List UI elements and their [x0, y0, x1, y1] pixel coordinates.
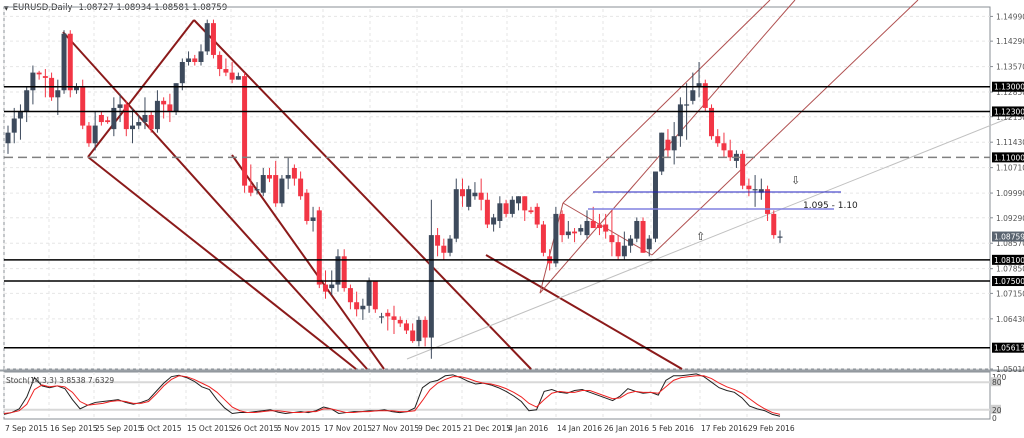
drawing-objects[interactable] — [62, 0, 1015, 370]
collapse-triangle-icon[interactable]: ▼ — [4, 5, 9, 12]
svg-text:1.09990: 1.09990 — [996, 189, 1024, 198]
svg-text:1.10710: 1.10710 — [996, 164, 1024, 173]
svg-text:5 Feb 2016: 5 Feb 2016 — [652, 424, 694, 433]
svg-text:1.11430: 1.11430 — [996, 138, 1024, 147]
svg-text:Stoch(14,3,3) 3.8538 7.6329: Stoch(14,3,3) 3.8538 7.6329 — [6, 376, 114, 385]
levels[interactable]: 1.095 - 1.10 ⇩ ⇧ — [4, 85, 990, 349]
price-axis: 1.14990 1.14290 1.13570 1.12850 1.12150 1.114… — [990, 12, 1024, 374]
svg-text:7 Sep 2015: 7 Sep 2015 — [5, 424, 48, 433]
svg-text:27 Nov 2015: 27 Nov 2015 — [371, 424, 419, 433]
svg-text:9 Dec 2015: 9 Dec 2015 — [418, 424, 461, 433]
svg-text:1.06430: 1.06430 — [996, 315, 1024, 324]
svg-text:1.08100: 1.08100 — [994, 256, 1024, 265]
svg-text:25 Sep 2015: 25 Sep 2015 — [95, 424, 143, 433]
svg-text:⇩: ⇩ — [791, 174, 800, 187]
svg-text:1.05613: 1.05613 — [994, 344, 1024, 353]
ohlc-close: 1.08759 — [192, 3, 228, 13]
svg-text:5 Nov 2015: 5 Nov 2015 — [277, 424, 320, 433]
svg-text:1.07500: 1.07500 — [994, 277, 1024, 286]
svg-text:1.07850: 1.07850 — [996, 265, 1024, 274]
ohlc-low: 1.08581 — [154, 3, 190, 13]
svg-text:1.13570: 1.13570 — [996, 63, 1024, 72]
svg-text:26 Oct 2015: 26 Oct 2015 — [232, 424, 279, 433]
svg-text:1.08759: 1.08759 — [994, 233, 1024, 242]
svg-text:26 Jan 2016: 26 Jan 2016 — [604, 424, 649, 433]
svg-text:4 Jan 2016: 4 Jan 2016 — [508, 424, 548, 433]
svg-text:1.14990: 1.14990 — [996, 12, 1024, 21]
svg-text:1.13000: 1.13000 — [994, 83, 1024, 92]
svg-text:20: 20 — [992, 406, 1002, 415]
svg-text:15 Oct 2015: 15 Oct 2015 — [187, 424, 234, 433]
svg-text:1.12850: 1.12850 — [996, 88, 1024, 97]
svg-text:1.08570: 1.08570 — [996, 239, 1024, 248]
grid — [0, 6, 1024, 420]
svg-text:1.12150: 1.12150 — [996, 113, 1024, 122]
svg-text:1.14290: 1.14290 — [996, 37, 1024, 46]
svg-text:1.12300: 1.12300 — [994, 107, 1024, 116]
chart-title-bar: ▼ EURUSD,Daily 1.08727 1.08934 1.08581 1.0… — [4, 3, 227, 13]
svg-text:5 Oct 2015: 5 Oct 2015 — [140, 424, 182, 433]
svg-text:16 Sep 2015: 16 Sep 2015 — [50, 424, 98, 433]
stochastic-panel: Stoch(14,3,3) 3.8538 7.632910080200 — [3, 373, 1007, 423]
svg-text:1.05010: 1.05010 — [996, 365, 1024, 374]
svg-text:0: 0 — [992, 414, 997, 423]
svg-text:⇧: ⇧ — [696, 230, 705, 243]
svg-text:80: 80 — [992, 378, 1002, 387]
svg-text:21 Dec 2015: 21 Dec 2015 — [463, 424, 511, 433]
svg-text:1.11000: 1.11000 — [994, 153, 1024, 162]
svg-text:1.095 - 1.10: 1.095 - 1.10 — [803, 201, 858, 211]
svg-text:29 Feb 2016: 29 Feb 2016 — [748, 424, 795, 433]
svg-text:17 Feb 2016: 17 Feb 2016 — [701, 424, 748, 433]
symbol-label: EURUSD,Daily — [12, 3, 73, 13]
ohlc-open: 1.08727 — [78, 3, 114, 13]
svg-text:17 Nov 2015: 17 Nov 2015 — [324, 424, 372, 433]
candlesticks — [5, 19, 783, 359]
svg-text:1.07150: 1.07150 — [996, 289, 1024, 298]
svg-text:14 Jan 2016: 14 Jan 2016 — [557, 424, 602, 433]
ohlc-high: 1.08934 — [116, 3, 152, 13]
svg-text:1.09290: 1.09290 — [996, 214, 1024, 223]
